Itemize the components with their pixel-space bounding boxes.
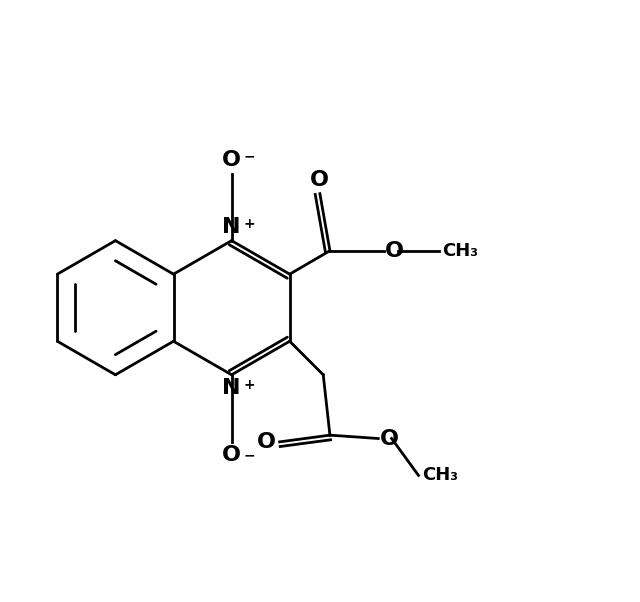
Text: O: O [380,429,399,448]
Text: O: O [257,432,276,452]
Text: CH₃: CH₃ [422,467,458,485]
Text: CH₃: CH₃ [442,241,478,259]
Text: N: N [222,217,241,237]
Text: −: − [244,448,255,462]
Text: O: O [310,170,330,190]
Text: O: O [222,150,241,170]
Text: +: + [244,378,255,392]
Text: O: O [385,241,404,261]
Text: N: N [222,378,241,398]
Text: +: + [244,217,255,231]
Text: −: − [244,149,255,164]
Text: O: O [222,445,241,465]
